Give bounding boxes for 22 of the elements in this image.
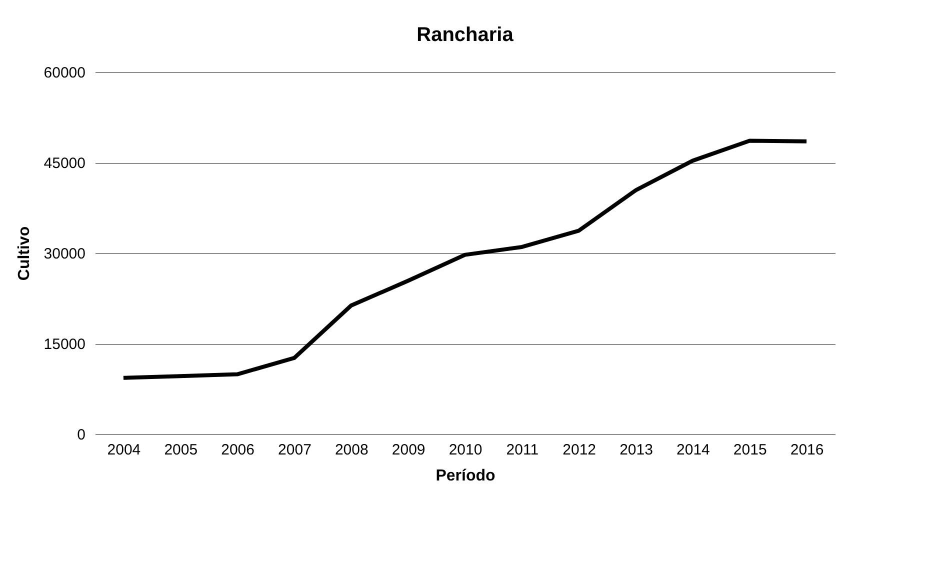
x-tick-label: 2016 (790, 442, 824, 458)
x-tick-label: 2015 (733, 442, 767, 458)
chart-title: Rancharia (416, 24, 514, 46)
y-tick-label: 30000 (44, 246, 86, 262)
x-tick-label: 2009 (392, 442, 426, 458)
x-tick-label: 2005 (164, 442, 198, 458)
x-tick-label: 2012 (562, 442, 596, 458)
x-tick-label: 2011 (506, 442, 539, 458)
y-axis-title: Cultivo (16, 226, 33, 281)
y-tick-label: 45000 (44, 155, 86, 172)
y-tick-label: 0 (77, 426, 86, 444)
x-tick-label: 2013 (620, 442, 653, 458)
x-tick-label: 2007 (278, 442, 312, 458)
x-tick-label: 2014 (676, 442, 710, 458)
x-tick-label: 2004 (107, 442, 141, 458)
x-tick-label: 2010 (448, 442, 482, 458)
y-tick-label: 60000 (44, 64, 86, 82)
x-tick-label: 2006 (221, 442, 254, 458)
line-series (121, 138, 809, 380)
y-tick-label: 15000 (44, 336, 86, 353)
x-axis-title: Período (436, 468, 496, 484)
x-tick-label: 2008 (334, 442, 368, 458)
